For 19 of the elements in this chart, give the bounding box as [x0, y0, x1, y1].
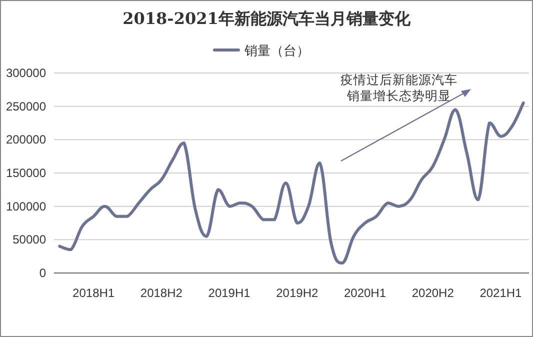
x-tick-label: 2019H1 — [208, 286, 251, 300]
x-tick-label: 2020H2 — [412, 286, 454, 300]
annotation: 销量增长态势明显 — [346, 89, 451, 103]
y-tick-label: 300000 — [6, 66, 46, 80]
y-tick-label: 200000 — [6, 132, 46, 147]
y-tick-label: 100000 — [6, 199, 46, 214]
x-tick-label: 2021H1 — [480, 286, 522, 300]
x-tick-label: 2019H2 — [276, 286, 318, 300]
y-tick-label: 50000 — [12, 232, 46, 247]
y-tick-label: 0 — [39, 266, 46, 280]
y-tick-label: 150000 — [6, 166, 46, 180]
chart-title: 2018-2021年新能源汽车当月销量变化 — [122, 9, 412, 28]
x-tick-label: 2020H1 — [344, 286, 386, 300]
x-tick-label: 2018H1 — [72, 286, 115, 300]
legend-label: 销量（台） — [244, 43, 310, 58]
x-tick-label: 2018H2 — [140, 286, 183, 300]
line-series — [58, 102, 525, 264]
annotation: 疫情过后新能源汽车 — [340, 73, 458, 87]
y-tick-label: 250000 — [6, 99, 46, 114]
